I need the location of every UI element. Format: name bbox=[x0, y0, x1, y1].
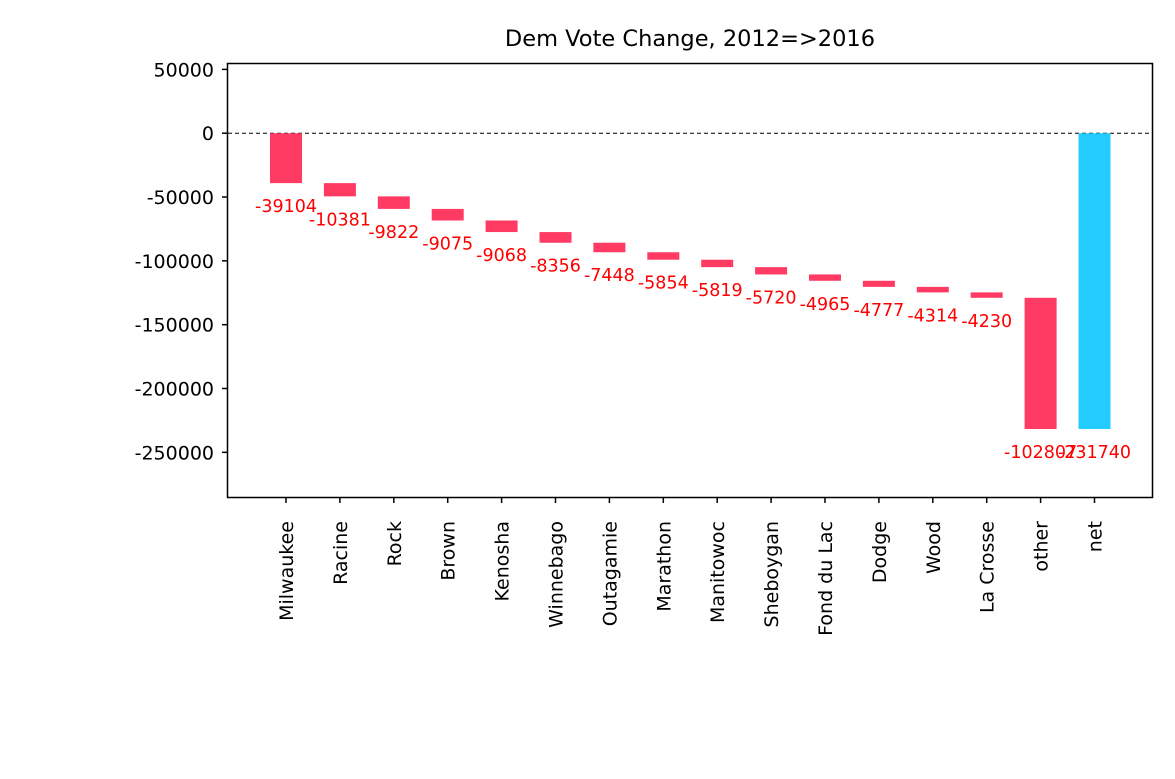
data-label: -10381 bbox=[309, 210, 371, 230]
data-label: -4965 bbox=[800, 295, 851, 315]
y-tick-label: -200000 bbox=[135, 379, 214, 401]
bar-sheboygan bbox=[755, 267, 788, 275]
x-tick-label: Marathon bbox=[653, 521, 675, 612]
y-tick-label: 0 bbox=[202, 123, 214, 145]
bar-brown bbox=[431, 208, 464, 221]
data-label: -5819 bbox=[692, 281, 743, 301]
data-label: -4314 bbox=[907, 306, 958, 326]
data-label: -102807 bbox=[1004, 443, 1077, 463]
bar-marathon bbox=[647, 252, 680, 260]
x-tick-label: Outagamie bbox=[599, 521, 621, 626]
bar-milwaukee bbox=[270, 133, 302, 184]
plot-frame bbox=[226, 62, 1154, 499]
bar-net bbox=[1078, 133, 1111, 430]
x-axis: Milwaukee Racine Rock Brown Kenosha Winnebago… bbox=[276, 497, 1107, 636]
data-label: -5854 bbox=[638, 274, 689, 294]
y-tick-label: -150000 bbox=[135, 315, 214, 337]
x-tick-label: Dodge bbox=[869, 521, 891, 583]
x-tick-label: Milwaukee bbox=[276, 521, 298, 621]
bar-winnebago bbox=[539, 232, 572, 243]
data-label: -4230 bbox=[961, 312, 1012, 332]
x-tick-label: Brown bbox=[438, 521, 460, 581]
bar-kenosha bbox=[485, 220, 518, 233]
data-label: -8356 bbox=[530, 257, 581, 277]
bar-dodge bbox=[862, 280, 895, 287]
bar-outagamie bbox=[593, 242, 626, 253]
bar-manitowoc bbox=[701, 259, 734, 268]
bar-series bbox=[270, 133, 1111, 430]
y-axis: 50000 0 -50000 -100000 -150000 -200000 -250000 bbox=[135, 59, 228, 464]
data-label: -231740 bbox=[1058, 443, 1131, 463]
data-label: -9075 bbox=[422, 234, 473, 254]
x-tick-label: Winnebago bbox=[546, 521, 568, 628]
bar-racine bbox=[323, 183, 356, 197]
x-tick-label: Wood bbox=[923, 521, 945, 574]
x-tick-label: net bbox=[1085, 521, 1107, 552]
y-tick-label: -50000 bbox=[147, 187, 214, 209]
x-tick-label: other bbox=[1031, 521, 1053, 572]
data-label: -39104 bbox=[255, 197, 317, 217]
bar-rock bbox=[377, 196, 410, 209]
data-label: -4777 bbox=[853, 301, 904, 321]
bar-other bbox=[1024, 297, 1057, 430]
chart-title: Dem Vote Change, 2012=>2016 bbox=[505, 26, 875, 52]
y-tick-label: -250000 bbox=[135, 442, 214, 464]
y-tick-label: -100000 bbox=[135, 251, 214, 273]
data-label: -9068 bbox=[476, 246, 527, 266]
data-labels: -39104-10381-9822-9075-9068-8356 -7448 -58… bbox=[255, 197, 1131, 463]
y-tick-label: 50000 bbox=[154, 59, 214, 81]
x-tick-label: Racine bbox=[330, 521, 352, 585]
data-label: -9822 bbox=[368, 223, 419, 243]
x-tick-label: Kenosha bbox=[492, 521, 514, 601]
bar-fond-du-lac bbox=[809, 274, 841, 281]
data-label: -5720 bbox=[746, 288, 797, 308]
x-tick-label: Manitowoc bbox=[707, 521, 729, 623]
bar-la-crosse bbox=[970, 292, 1003, 298]
x-tick-label: Fond du Lac bbox=[815, 521, 837, 636]
x-tick-label: La Crosse bbox=[977, 521, 999, 613]
x-tick-label: Rock bbox=[384, 521, 406, 566]
bar-wood bbox=[916, 286, 949, 293]
data-label: -7448 bbox=[584, 266, 635, 286]
x-tick-label: Sheboygan bbox=[761, 521, 783, 627]
